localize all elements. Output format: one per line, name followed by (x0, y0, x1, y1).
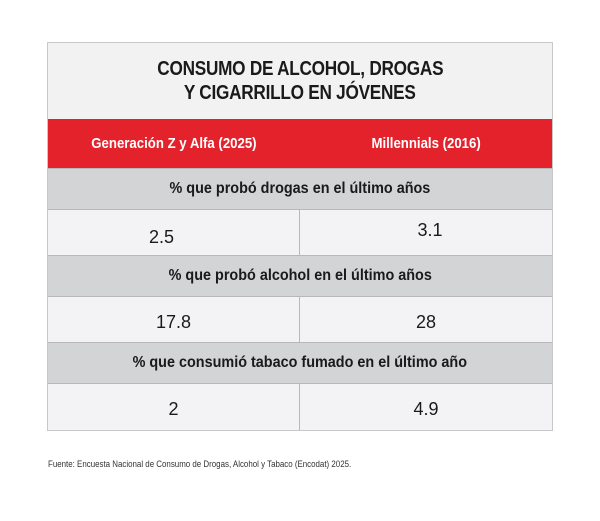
table-title: CONSUMO DE ALCOHOL, DROGAS Y CIGARRILLO … (48, 43, 552, 119)
value-alcohol-millennials: 28 (415, 312, 437, 332)
section-header-tobacco: % que consumió tabaco fumado en el últim… (48, 342, 552, 384)
section-header-drugs: % que probó drogas en el último años (48, 168, 552, 210)
column-header-gen-z: Generación Z y Alfa (2025) (91, 135, 257, 152)
column-header-row: Generación Z y Alfa (2025) Millennials (… (48, 119, 552, 168)
value-drugs-millennials: 3.1 (417, 220, 443, 240)
value-alcohol-gen-z: 17.8 (48, 297, 300, 342)
table-row-drugs: 2.5 3.1 (48, 210, 552, 255)
title-line-2: Y CIGARRILLO EN JÓVENES (184, 82, 416, 104)
table-row-tobacco: 2 4.9 (48, 384, 552, 430)
value-tobacco-gen-z: 2 (48, 384, 300, 430)
source-note: Fuente: Encuesta Nacional de Consumo de … (48, 459, 352, 469)
title-line-1: CONSUMO DE ALCOHOL, DROGAS (156, 58, 444, 80)
table-card: CONSUMO DE ALCOHOL, DROGAS Y CIGARRILLO … (47, 42, 553, 431)
table-row-alcohol: 17.8 28 (48, 297, 552, 342)
value-drugs-gen-z: 2.5 (48, 210, 300, 255)
section-header-alcohol: % que probó alcohol en el último años (48, 255, 552, 297)
column-header-millennials: Millennials (2016) (371, 135, 481, 152)
value-tobacco-millennials: 4.9 (413, 398, 439, 419)
